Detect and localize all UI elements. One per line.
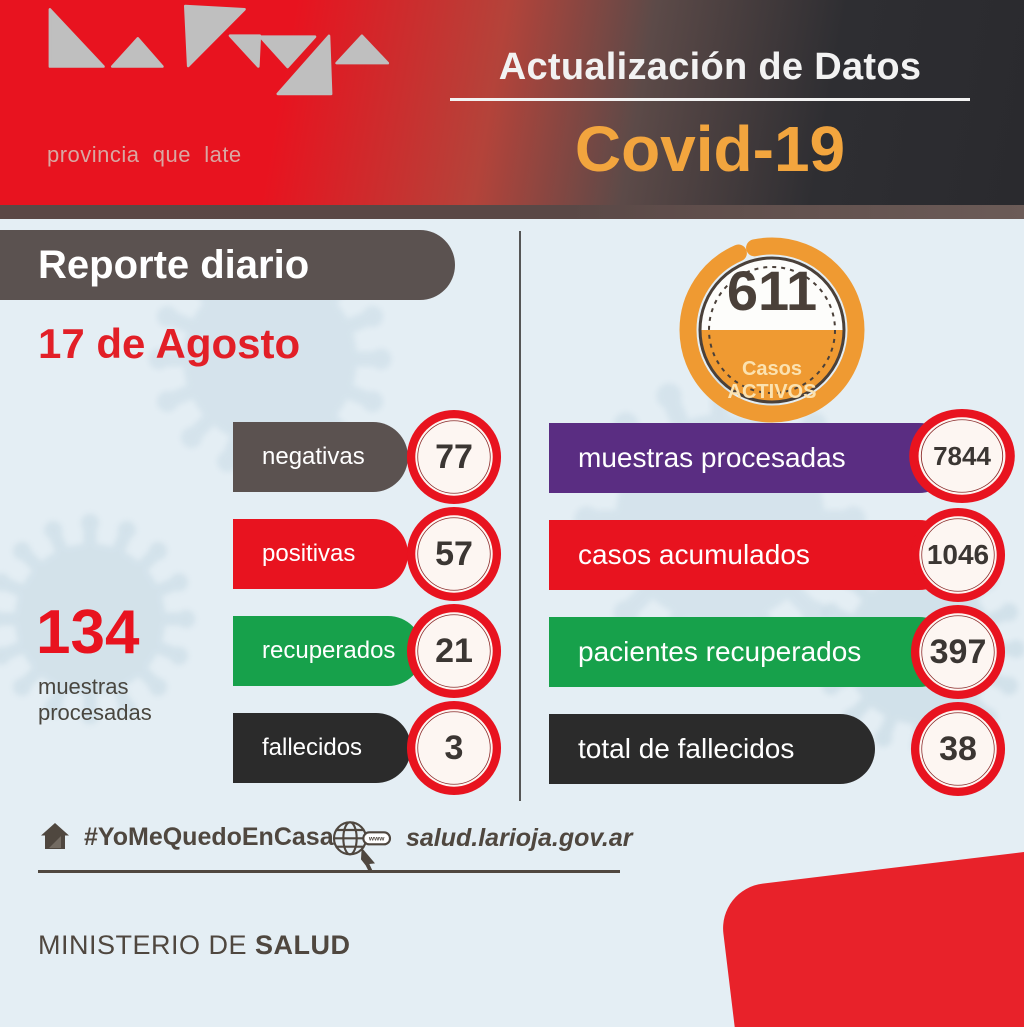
- svg-text:www: www: [368, 836, 385, 843]
- svg-text:611: 611: [727, 259, 817, 322]
- svg-text:ACTIVOS: ACTIVOS: [728, 381, 817, 403]
- svg-text:Casos: Casos: [742, 358, 802, 380]
